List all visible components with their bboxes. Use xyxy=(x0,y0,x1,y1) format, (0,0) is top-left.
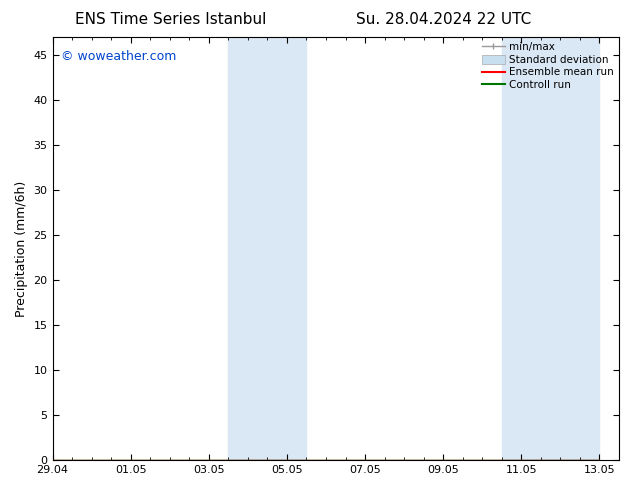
Bar xyxy=(228,37,306,460)
Bar xyxy=(501,37,600,460)
Legend: min/max, Standard deviation, Ensemble mean run, Controll run: min/max, Standard deviation, Ensemble me… xyxy=(479,39,617,93)
Y-axis label: Precipitation (mm/6h): Precipitation (mm/6h) xyxy=(15,180,28,317)
Text: ENS Time Series Istanbul: ENS Time Series Istanbul xyxy=(75,12,267,27)
Text: © woweather.com: © woweather.com xyxy=(61,50,176,63)
Text: Su. 28.04.2024 22 UTC: Su. 28.04.2024 22 UTC xyxy=(356,12,531,27)
